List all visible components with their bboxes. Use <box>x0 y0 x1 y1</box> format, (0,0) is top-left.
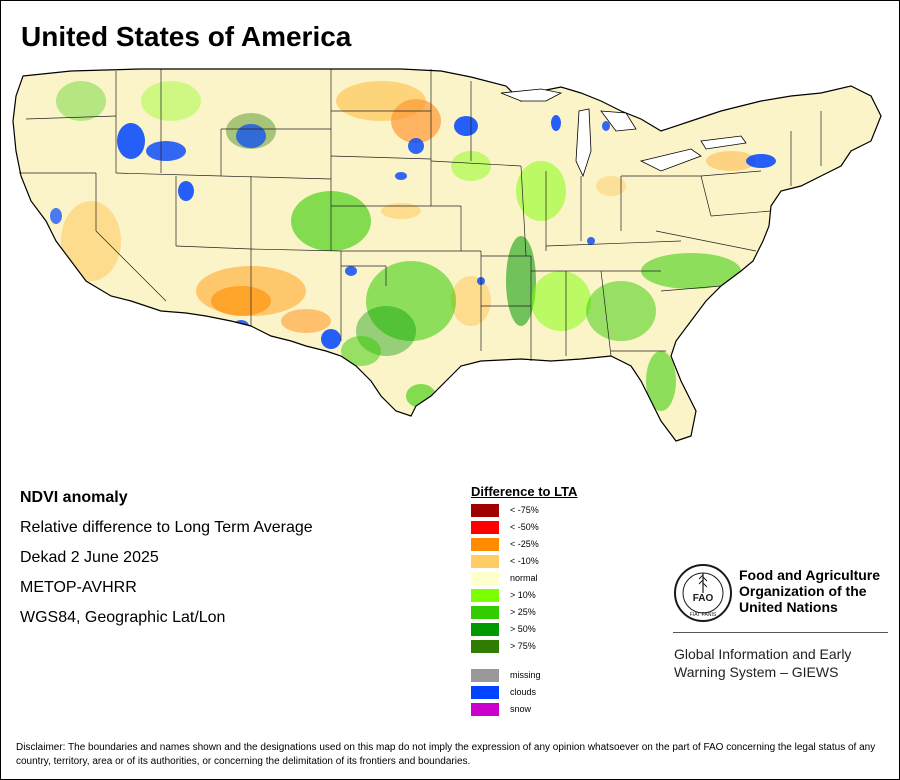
legend-item: snow <box>471 702 651 719</box>
state-boundaries <box>19 69 822 361</box>
legend-label: < -10% <box>510 556 539 566</box>
divider <box>673 632 888 633</box>
below-average-areas <box>61 81 756 333</box>
legend-swatch <box>471 555 499 568</box>
legend-item: normal <box>471 571 651 588</box>
product-sensor: METOP-AVHRR <box>20 579 137 596</box>
product-title: NDVI anomaly <box>20 489 128 506</box>
product-description: Relative difference to Long Term Average <box>20 519 313 536</box>
legend-swatch <box>471 589 499 602</box>
legend-swatch <box>471 572 499 585</box>
legend-item: > 10% <box>471 588 651 605</box>
organization-name: Food and Agriculture Organization of the… <box>739 567 881 615</box>
map-title: United States of America <box>21 21 352 52</box>
cloud-areas <box>50 115 776 349</box>
disclaimer: Disclaimer: The boundaries and names sho… <box>16 742 876 767</box>
country-outline <box>12 68 882 442</box>
legend-item: > 50% <box>471 622 651 639</box>
legend-item: clouds <box>471 685 651 702</box>
product-date: Dekad 2 June 2025 <box>20 549 159 566</box>
legend-swatch <box>471 504 499 517</box>
legend-swatch <box>471 669 499 682</box>
legend-swatch <box>471 640 499 653</box>
legend-swatch <box>471 538 499 551</box>
svg-text:FAO: FAO <box>693 593 714 604</box>
legend-swatch <box>471 686 499 699</box>
fao-logo-icon: FAO FIAT PANIS <box>674 564 732 622</box>
product-projection: WGS84, Geographic Lat/Lon <box>20 609 226 626</box>
legend-label: > 10% <box>510 590 536 600</box>
legend-label: > 50% <box>510 624 536 634</box>
legend-label: < -75% <box>510 505 539 515</box>
ndvi-anomaly-map <box>12 68 882 442</box>
legend-item: < -10% <box>471 554 651 571</box>
legend-label: clouds <box>510 687 537 697</box>
legend-swatch <box>471 606 499 619</box>
land-normal-class <box>13 69 881 441</box>
legend-item: < -75% <box>471 503 651 520</box>
legend-label: missing <box>510 670 541 680</box>
legend-swatch <box>471 703 499 716</box>
giews-name: Global Information and Early Warning Sys… <box>674 646 852 680</box>
legend-label: snow <box>510 704 532 714</box>
legend-item: < -25% <box>471 537 651 554</box>
great-lakes <box>500 88 747 178</box>
legend-item: > 75% <box>471 639 651 656</box>
legend-label: < -25% <box>510 539 539 549</box>
legend: Difference to LTA < -75% < -50% < -25% <… <box>471 484 651 719</box>
legend-title: Difference to LTA <box>471 484 578 499</box>
legend-item: < -50% <box>471 520 651 537</box>
svg-text:FIAT PANIS: FIAT PANIS <box>690 612 717 618</box>
legend-swatch <box>471 521 499 534</box>
legend-label: < -50% <box>510 522 539 532</box>
legend-swatch <box>471 623 499 636</box>
legend-item: missing <box>471 668 651 685</box>
legend-item: > 25% <box>471 605 651 622</box>
legend-label: > 25% <box>510 607 536 617</box>
legend-label: > 75% <box>510 641 536 651</box>
legend-label: normal <box>510 573 538 583</box>
